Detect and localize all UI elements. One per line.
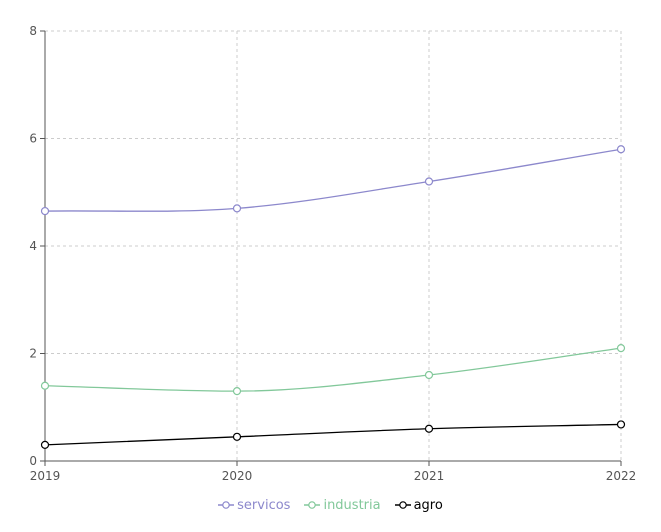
data-point[interactable]	[40, 381, 50, 390]
data-point[interactable]	[424, 424, 434, 433]
data-point[interactable]	[232, 432, 242, 441]
legend-item-industria[interactable]: industria	[304, 495, 381, 515]
series-servicos	[40, 145, 626, 216]
x-tick-label: 2021	[414, 469, 445, 483]
legend-marker-icon	[394, 501, 411, 509]
y-tick-label: 0	[29, 454, 37, 468]
tick-labels: 0 2 4 6 8 2019 2020 2021 2022	[29, 24, 636, 483]
legend-item-agro[interactable]: agro	[394, 495, 443, 515]
data-point[interactable]	[424, 370, 434, 380]
data-point[interactable]	[232, 387, 242, 396]
y-tick-label: 4	[29, 239, 37, 253]
axes	[40, 30, 622, 466]
y-tick-label: 2	[29, 347, 37, 361]
legend-marker-icon	[304, 501, 321, 509]
series-line	[44, 148, 622, 212]
series-industria	[40, 344, 626, 396]
legend-marker-icon	[218, 501, 235, 509]
legend-item-servicos[interactable]: servicos	[218, 495, 290, 515]
data-point[interactable]	[616, 344, 626, 353]
legend-label: servicos	[237, 497, 291, 513]
data-point[interactable]	[40, 206, 50, 216]
x-tick-label: 2020	[222, 469, 253, 483]
series-layer	[40, 145, 626, 449]
grid	[45, 30, 622, 461]
y-tick-label: 6	[29, 132, 37, 146]
series-line	[44, 423, 622, 446]
legend: servicos industria agro	[0, 495, 661, 515]
data-point[interactable]	[616, 420, 626, 429]
data-point[interactable]	[232, 204, 242, 213]
series-agro	[40, 420, 626, 449]
legend-label: agro	[413, 497, 443, 513]
x-tick-label: 2022	[606, 469, 637, 483]
data-point[interactable]	[40, 440, 50, 449]
x-tick-label: 2019	[30, 469, 61, 483]
series-line	[44, 347, 622, 392]
data-point[interactable]	[616, 145, 626, 154]
legend-label: industria	[323, 497, 381, 513]
data-point[interactable]	[424, 177, 434, 186]
y-tick-label: 8	[29, 24, 37, 38]
